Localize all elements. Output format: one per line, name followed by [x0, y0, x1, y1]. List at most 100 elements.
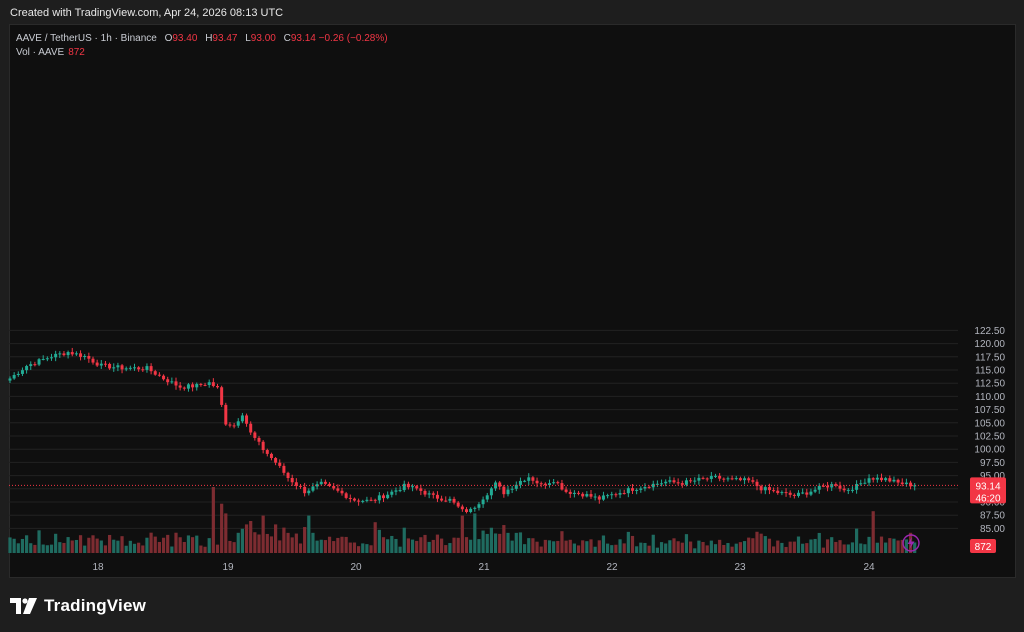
candle-body	[543, 483, 547, 486]
chart-pane[interactable]	[9, 24, 1016, 578]
candle-body	[672, 480, 676, 483]
candle-body	[701, 477, 705, 479]
candle-body	[207, 382, 211, 385]
candle-body	[792, 494, 796, 496]
candle-body	[37, 359, 41, 365]
volume-bar	[896, 540, 900, 553]
candle-body	[25, 366, 29, 371]
volume-bar	[618, 539, 622, 553]
volume-bar	[730, 546, 734, 553]
candle-body	[548, 483, 551, 486]
candle-body	[8, 378, 12, 381]
low-value: 93.00	[250, 33, 276, 44]
candle-body	[614, 494, 618, 496]
volume-bar	[361, 543, 365, 553]
volume-bar	[693, 548, 697, 553]
volume-bar	[58, 542, 62, 553]
candle-body	[589, 494, 593, 497]
candle-body	[888, 478, 892, 482]
volume-bar	[290, 537, 294, 553]
candle-body	[801, 492, 805, 494]
candle-body	[303, 486, 307, 494]
candle-body	[157, 374, 161, 376]
candle-body	[427, 493, 431, 495]
candle-body	[286, 472, 290, 479]
volume-bar	[639, 542, 643, 553]
volume-bar	[813, 538, 817, 553]
volume-bar	[311, 532, 315, 553]
volume-bar	[888, 538, 892, 553]
candle-body	[153, 371, 157, 375]
volume-bar	[415, 540, 419, 553]
candle-body	[780, 492, 784, 494]
candle-body	[518, 480, 522, 485]
volume-legend: Vol · AAVE 872	[16, 47, 85, 58]
volume-bar	[543, 539, 547, 553]
candle-body	[664, 481, 668, 484]
volume-bar	[772, 546, 776, 553]
candle-body	[485, 495, 489, 500]
volume-bar	[87, 537, 91, 553]
candle-body	[352, 498, 356, 501]
lightning-icon[interactable]	[902, 534, 920, 552]
volume-bar	[659, 542, 664, 553]
volume-bar	[452, 537, 456, 553]
volume-bar	[149, 532, 153, 553]
volume-bar	[506, 532, 510, 553]
volume-bar	[357, 546, 361, 553]
candle-body	[54, 353, 58, 358]
y-tick-label: 122.50	[974, 326, 1005, 337]
candle-body	[626, 488, 630, 494]
volume-bar	[332, 541, 336, 553]
time-axis[interactable]: 18 19 20 21 22 23 24	[92, 562, 875, 573]
volume-value: 872	[68, 47, 85, 58]
volume-bar	[54, 533, 58, 553]
volume-bar	[95, 538, 99, 553]
volume-bar	[265, 533, 269, 553]
volume-bar	[614, 544, 618, 553]
volume-badge-value: 872	[975, 542, 992, 553]
candle-body	[738, 478, 742, 481]
close-value: 93.14	[290, 33, 316, 44]
candle-body	[718, 475, 722, 479]
candle-body	[240, 415, 244, 422]
volume-bar	[464, 537, 469, 553]
y-tick-label: 105.00	[974, 418, 1005, 429]
candle-body	[373, 499, 377, 501]
candle-body	[311, 486, 315, 491]
volume-bar	[128, 540, 132, 553]
volume-bar	[45, 545, 49, 553]
volume-bar	[448, 543, 452, 553]
volume-bar	[145, 537, 149, 553]
y-tick-label: 115.00	[975, 366, 1005, 377]
symbol-title[interactable]: AAVE / TetherUS · 1h · Binance	[16, 33, 157, 44]
volume-badge: 872	[970, 539, 996, 553]
volume-bar	[759, 533, 763, 553]
candle-body	[323, 481, 327, 484]
x-tick-label: 20	[350, 562, 362, 573]
candle-body	[411, 486, 415, 488]
tradingview-logo[interactable]: TradingView	[10, 596, 146, 616]
candle-body	[12, 374, 16, 379]
volume-bar	[278, 540, 282, 553]
candle-body	[16, 373, 20, 375]
candle-body	[859, 483, 863, 485]
volume-bar	[444, 545, 448, 553]
volume-bar	[846, 544, 850, 553]
volume-bar	[249, 520, 253, 553]
volume-label[interactable]: Vol · AAVE	[16, 47, 65, 58]
volume-bar	[576, 545, 581, 553]
volume-bar	[489, 527, 493, 553]
volume-bar	[240, 528, 244, 553]
candle-body	[50, 357, 53, 359]
volume-bar	[336, 537, 340, 553]
candle-body	[394, 490, 398, 492]
volume-bar	[29, 543, 33, 553]
volume-bar	[718, 539, 722, 553]
candle-body	[622, 493, 626, 495]
candle-body	[655, 483, 659, 485]
volume-bar	[601, 535, 606, 553]
volume-bar	[220, 503, 224, 553]
volume-bar	[892, 538, 896, 553]
